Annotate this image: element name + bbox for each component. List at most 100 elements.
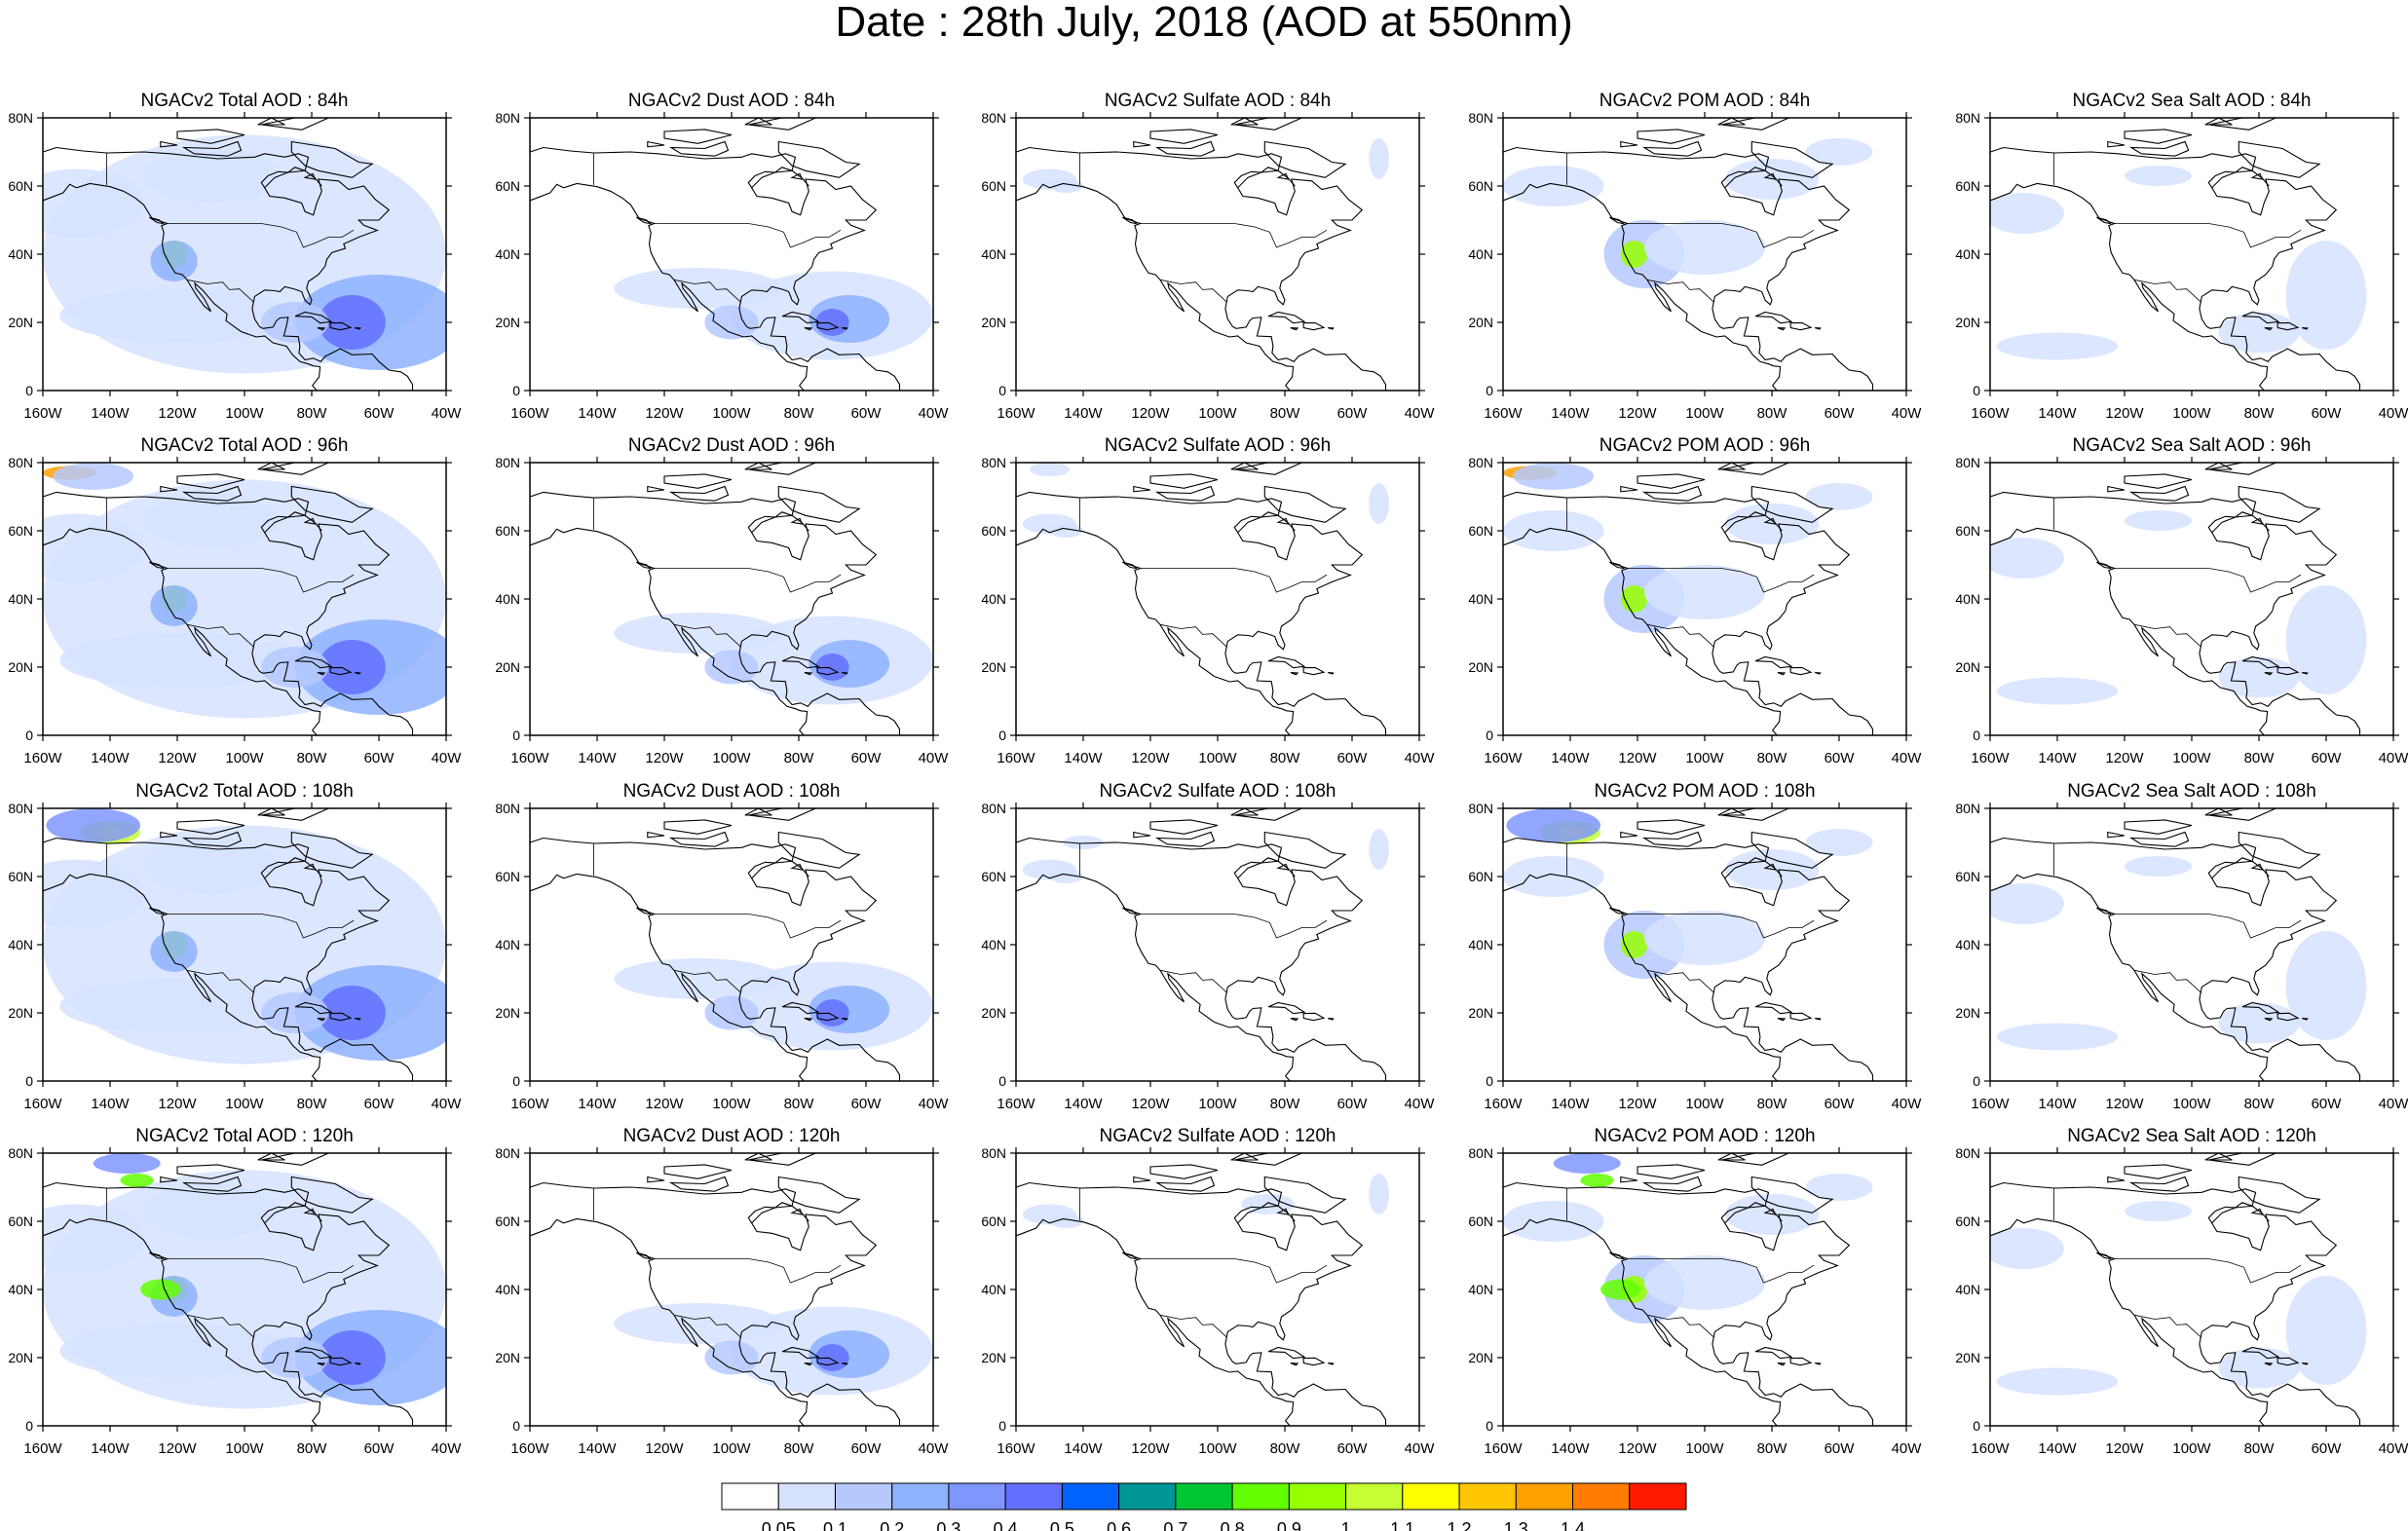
country-border bbox=[748, 1258, 842, 1284]
island bbox=[261, 1153, 329, 1166]
aod-blob bbox=[59, 633, 295, 688]
x-tick-label: 140W bbox=[578, 405, 617, 422]
panel-title: NGACv2 Dust AOD : 84h bbox=[628, 91, 835, 111]
x-tick-label: 140W bbox=[1064, 1440, 1103, 1457]
country-border bbox=[186, 279, 254, 303]
x-tick-label: 80W bbox=[2244, 405, 2276, 422]
island bbox=[647, 831, 665, 839]
coastlines bbox=[1990, 808, 2361, 1081]
aod-field bbox=[1022, 1174, 1389, 1228]
country-border bbox=[1159, 279, 1227, 303]
aod-blob bbox=[815, 1344, 849, 1371]
y-tick-label: 60N bbox=[495, 1214, 520, 1229]
aod-blob bbox=[59, 979, 295, 1033]
y-tick-label: 0 bbox=[512, 728, 520, 743]
island bbox=[2204, 463, 2233, 470]
x-tick-label: 80W bbox=[1270, 1096, 1301, 1112]
aod-blob bbox=[150, 585, 198, 626]
y-tick-label: 0 bbox=[998, 383, 1006, 398]
x-tick-label: 140W bbox=[2038, 1440, 2077, 1457]
aod-blob bbox=[704, 995, 759, 1030]
aod-blob bbox=[1049, 179, 1083, 193]
island bbox=[1263, 485, 1347, 523]
y-tick-label: 40N bbox=[1468, 1282, 1493, 1297]
y-tick-label: 80N bbox=[1955, 110, 1980, 126]
y-tick-label: 80N bbox=[495, 110, 520, 126]
x-tick-label: 140W bbox=[91, 1440, 130, 1457]
panel-title: NGACv2 Total AOD : 84h bbox=[141, 91, 349, 111]
x-tick-label: 120W bbox=[1618, 1440, 1657, 1457]
island bbox=[1777, 1363, 1787, 1366]
island bbox=[1637, 819, 1706, 835]
colorbar-swatch bbox=[1118, 1482, 1177, 1511]
coastline-pacific bbox=[43, 873, 321, 1081]
panel-title: NGACv2 Dust AOD : 96h bbox=[628, 435, 835, 456]
island bbox=[1276, 517, 1290, 525]
island bbox=[781, 655, 820, 669]
country-border bbox=[186, 623, 254, 648]
x-tick-label: 160W bbox=[23, 1096, 62, 1112]
island bbox=[663, 129, 733, 144]
x-tick-label: 140W bbox=[1551, 750, 1590, 766]
island bbox=[2276, 666, 2300, 676]
aod-blob bbox=[1553, 1153, 1621, 1174]
island bbox=[294, 1346, 333, 1360]
x-tick-label: 80W bbox=[1270, 405, 1301, 422]
x-tick-label: 120W bbox=[158, 405, 197, 422]
x-tick-label: 40W bbox=[432, 405, 463, 422]
map-panel: NGACv2 Total AOD : 84h 160W 140W 120W 100W 80… bbox=[8, 91, 463, 422]
coastlines bbox=[1016, 808, 1387, 1081]
island bbox=[1641, 1176, 1703, 1192]
coastlines bbox=[43, 118, 414, 391]
country-border bbox=[2133, 969, 2201, 993]
map-panel: NGACv2 Sea Salt AOD : 84h 160W 140W 120W 100… bbox=[1955, 91, 2408, 422]
island bbox=[317, 1363, 326, 1366]
coastline-atlantic bbox=[43, 491, 414, 735]
island bbox=[748, 118, 816, 131]
country-border bbox=[673, 969, 741, 993]
island bbox=[744, 463, 772, 470]
country-border bbox=[673, 1314, 741, 1338]
aod-blob bbox=[1996, 1367, 2119, 1396]
x-tick-label: 100W bbox=[1685, 750, 1724, 766]
x-tick-label: 160W bbox=[510, 1096, 549, 1112]
map-panel: NGACv2 Sea Salt AOD : 96h 160W 140W 120W 100… bbox=[1955, 435, 2408, 766]
panel-title: NGACv2 POM AOD : 108h bbox=[1594, 781, 1815, 802]
aod-field bbox=[1503, 463, 1873, 633]
island bbox=[176, 473, 245, 489]
coastline-pacific bbox=[1503, 1217, 1782, 1426]
aod-field bbox=[43, 134, 446, 374]
colorbar-swatch bbox=[1345, 1482, 1404, 1511]
island bbox=[1641, 485, 1703, 502]
coastlines bbox=[530, 463, 901, 735]
coastline-pacific bbox=[1016, 182, 1295, 391]
coastline-pacific bbox=[43, 182, 321, 391]
x-tick-label: 40W bbox=[432, 750, 463, 766]
aod-blob bbox=[318, 986, 386, 1040]
island bbox=[842, 672, 848, 675]
coastline-hudson-bay bbox=[747, 857, 809, 879]
coastline-pacific bbox=[1990, 873, 2269, 1081]
y-tick-label: 0 bbox=[25, 728, 33, 743]
island bbox=[1620, 485, 1638, 493]
y-tick-label: 80N bbox=[495, 1145, 520, 1161]
country-border bbox=[2133, 1314, 2201, 1338]
island bbox=[160, 831, 178, 839]
coastlines bbox=[1503, 118, 1874, 391]
coastline-atlantic bbox=[1016, 837, 1387, 1081]
island bbox=[1302, 1012, 1326, 1022]
island bbox=[2096, 561, 2113, 570]
island bbox=[1276, 863, 1290, 871]
country-border bbox=[673, 279, 741, 303]
coastline-atlantic bbox=[1990, 1181, 2361, 1426]
colorbar-label: 1.1 bbox=[1390, 1519, 1414, 1531]
island bbox=[290, 831, 374, 869]
map-panel: NGACv2 Sulfate AOD : 84h 160W 140W 120W 100W… bbox=[981, 91, 1435, 422]
coastline-atlantic bbox=[530, 146, 901, 391]
country-border bbox=[2133, 623, 2201, 648]
x-tick-label: 60W bbox=[851, 750, 883, 766]
island bbox=[1750, 485, 1834, 523]
coastlines bbox=[530, 118, 901, 391]
y-tick-label: 80N bbox=[8, 801, 33, 816]
